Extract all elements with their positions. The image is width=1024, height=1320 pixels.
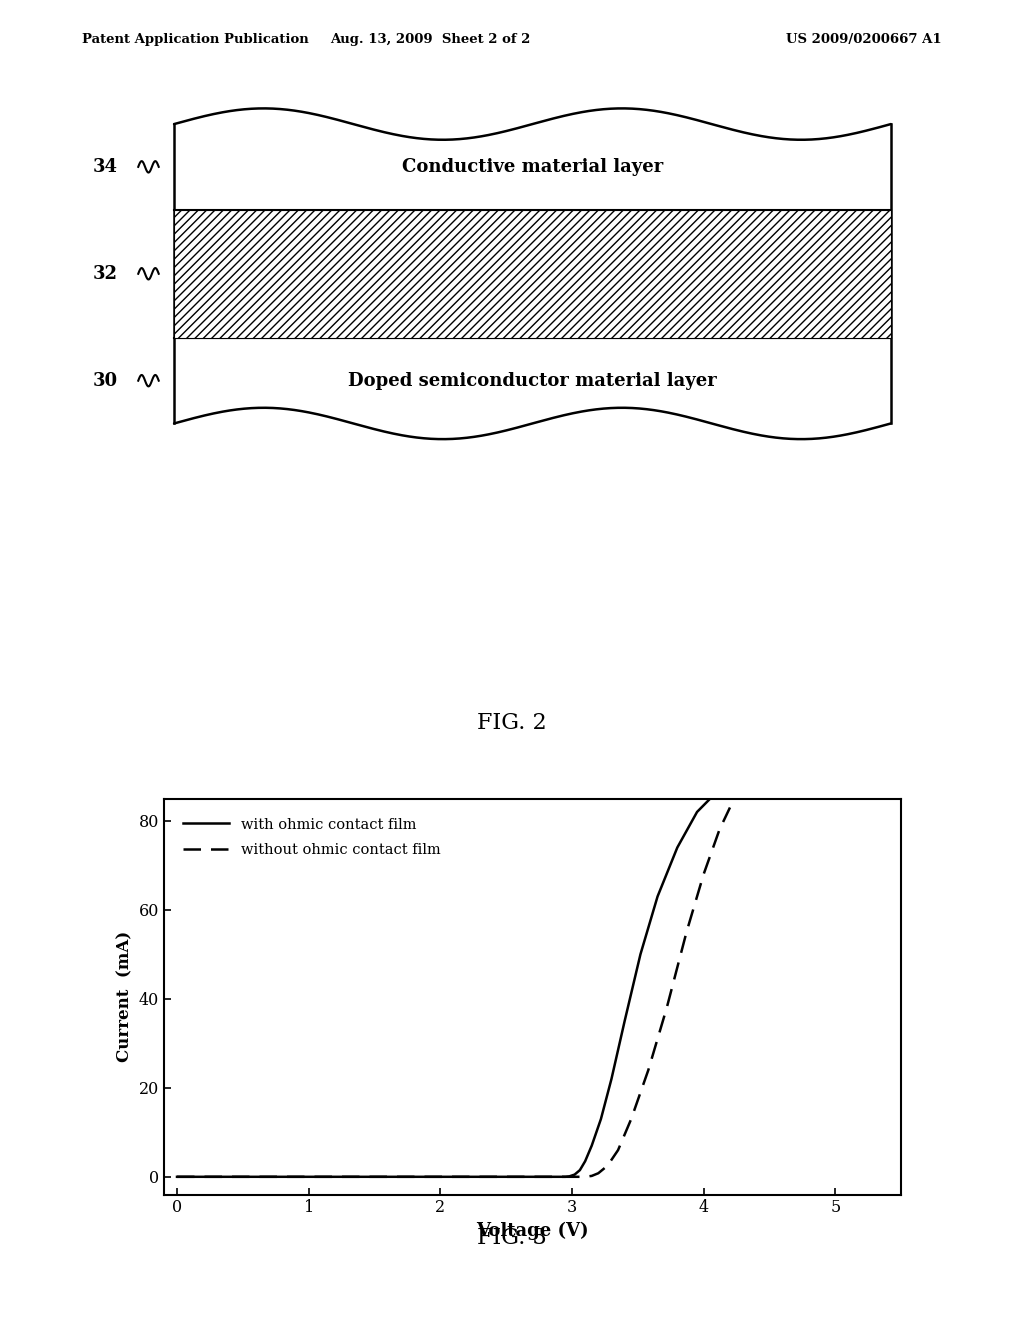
Text: FIG. 2: FIG. 2	[477, 711, 547, 734]
Text: Aug. 13, 2009  Sheet 2 of 2: Aug. 13, 2009 Sheet 2 of 2	[330, 33, 530, 46]
Y-axis label: Current  (mA): Current (mA)	[116, 931, 133, 1063]
X-axis label: Voltage (V): Voltage (V)	[476, 1222, 589, 1241]
Text: 34: 34	[93, 158, 118, 176]
Legend: with ohmic contact film, without ohmic contact film: with ohmic contact film, without ohmic c…	[171, 807, 453, 869]
Text: Patent Application Publication: Patent Application Publication	[82, 33, 308, 46]
Polygon shape	[174, 210, 891, 338]
Text: US 2009/0200667 A1: US 2009/0200667 A1	[786, 33, 942, 46]
Text: 32: 32	[93, 265, 118, 282]
Text: Doped semiconductor material layer: Doped semiconductor material layer	[348, 372, 717, 389]
Text: FIG. 3: FIG. 3	[477, 1228, 547, 1249]
Text: 30: 30	[92, 372, 118, 389]
Text: Conductive material layer: Conductive material layer	[401, 158, 664, 176]
